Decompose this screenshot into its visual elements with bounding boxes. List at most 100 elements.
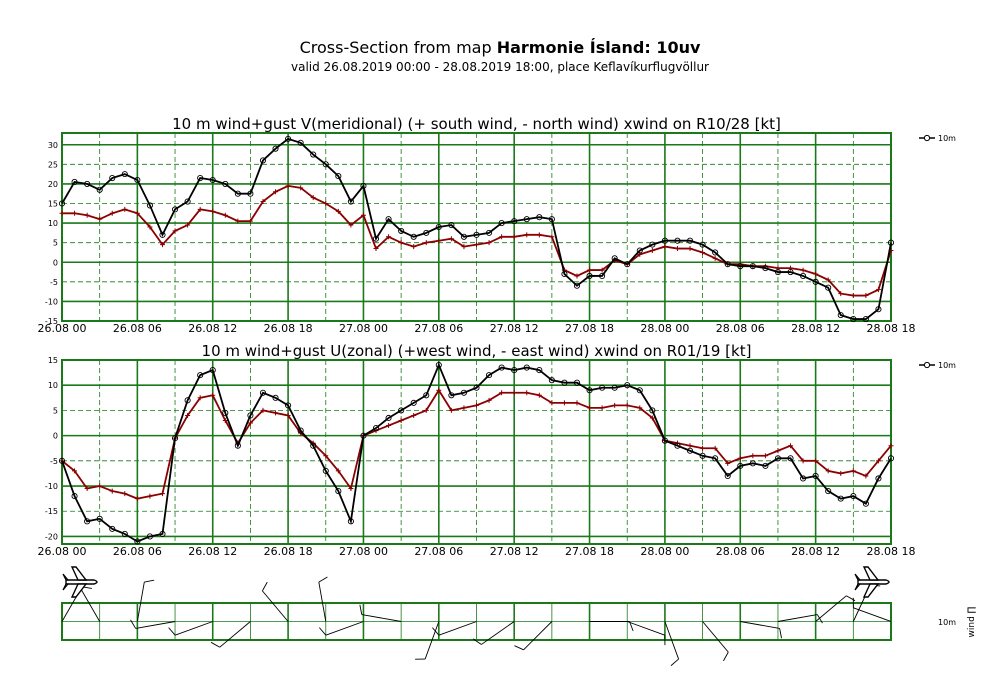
wind-point xyxy=(611,255,618,262)
barb-staff xyxy=(318,582,327,622)
barb-staff xyxy=(424,621,440,660)
wind-point xyxy=(737,263,744,270)
wind-point xyxy=(285,402,292,409)
gust-point xyxy=(210,208,216,214)
wind-barb xyxy=(432,621,477,636)
wind-point xyxy=(812,472,819,479)
gust-point xyxy=(486,240,492,246)
plot-frame xyxy=(61,132,892,322)
wind-point xyxy=(335,173,342,180)
wind-point xyxy=(423,229,430,236)
wind-point xyxy=(96,515,103,522)
wind-point xyxy=(171,435,179,442)
plane-fuselage xyxy=(857,579,890,585)
gust-point xyxy=(109,210,115,216)
gust-point xyxy=(549,234,555,240)
gust-point xyxy=(536,232,542,238)
y-tick-label: 5 xyxy=(53,239,58,248)
panel-1: 10 m wind+gust V(meridional) (+ south wi… xyxy=(38,115,957,335)
wind-point xyxy=(184,198,191,205)
wind-point xyxy=(523,364,530,371)
wind-point xyxy=(762,462,769,469)
gust-point xyxy=(612,402,618,408)
wind-point xyxy=(561,379,568,386)
gust-point xyxy=(348,222,354,228)
plane-wing xyxy=(862,566,880,581)
barb-staff xyxy=(853,607,892,622)
gust-point xyxy=(273,410,279,416)
plane-wing xyxy=(862,583,880,598)
wind-point xyxy=(561,270,568,278)
gust-point xyxy=(285,183,291,189)
y-tick-label: 30 xyxy=(48,141,58,150)
gust-point xyxy=(725,460,731,466)
x-tick-label: 27.08 12 xyxy=(490,322,539,335)
gust-point xyxy=(599,267,605,273)
plane-icon-right xyxy=(854,566,890,598)
barb-feather xyxy=(359,604,363,615)
gust-point xyxy=(499,390,505,396)
gust-point xyxy=(335,468,341,474)
y-tick-label: -5 xyxy=(50,278,58,287)
gust-point xyxy=(260,199,266,205)
wind-point xyxy=(247,412,254,419)
wind-point xyxy=(887,239,895,246)
gust-point xyxy=(687,246,693,252)
wind-point xyxy=(636,387,643,394)
wind-point xyxy=(259,389,267,396)
gust-point xyxy=(687,443,693,449)
gust-point xyxy=(863,473,869,479)
wind-barb xyxy=(852,597,892,622)
x-tick-label: 27.08 00 xyxy=(339,545,388,558)
wind-point xyxy=(774,268,782,276)
gust-point xyxy=(448,407,454,413)
gust-point xyxy=(197,206,203,212)
x-tick-label: 28.08 00 xyxy=(640,545,689,558)
wind-point xyxy=(787,455,794,462)
barb-feather xyxy=(168,627,176,636)
wind-point xyxy=(435,223,442,231)
wind-point xyxy=(423,392,430,399)
barb-staff xyxy=(174,621,213,636)
y-tick-label: 25 xyxy=(48,160,58,169)
wind-barb xyxy=(664,621,680,666)
barb-feather xyxy=(130,619,137,629)
barb-axis-label: wind ∏ xyxy=(967,606,977,637)
wind-point xyxy=(171,206,179,213)
gust-point xyxy=(172,228,178,234)
y-tick-label: 10 xyxy=(48,381,58,390)
y-tick-label: -10 xyxy=(45,482,58,491)
wind-point xyxy=(234,190,241,197)
wind-point xyxy=(724,261,731,268)
x-tick-label: 27.08 06 xyxy=(414,545,463,558)
wind-barb xyxy=(168,621,213,636)
plane-wing xyxy=(70,583,88,598)
x-tick-label: 27.08 18 xyxy=(565,545,614,558)
wind-point xyxy=(360,182,367,189)
barb-feather xyxy=(723,651,729,662)
y-tick-label: -5 xyxy=(50,457,58,466)
gust-point xyxy=(850,468,856,474)
wind-barb xyxy=(415,621,440,660)
wind-point xyxy=(96,186,103,193)
plot-frame xyxy=(61,359,892,545)
gust-point xyxy=(712,445,718,451)
wind-point xyxy=(448,221,455,229)
gust-point xyxy=(59,210,65,216)
gust-point xyxy=(210,392,216,398)
wind-point xyxy=(322,161,329,168)
wind-point xyxy=(825,284,832,291)
gust-point xyxy=(750,453,756,459)
wind-point xyxy=(749,263,756,270)
legend-label: 10m xyxy=(938,361,956,370)
y-tick-label: -15 xyxy=(45,507,58,516)
gust-point xyxy=(122,206,128,212)
wind-point xyxy=(159,231,166,238)
wind-point xyxy=(146,202,153,209)
wind-barb xyxy=(136,579,155,622)
wind-point xyxy=(109,174,116,182)
wind-point xyxy=(134,176,141,184)
wind-point xyxy=(71,493,78,500)
gust-point xyxy=(637,405,643,411)
wind-point xyxy=(573,379,581,386)
